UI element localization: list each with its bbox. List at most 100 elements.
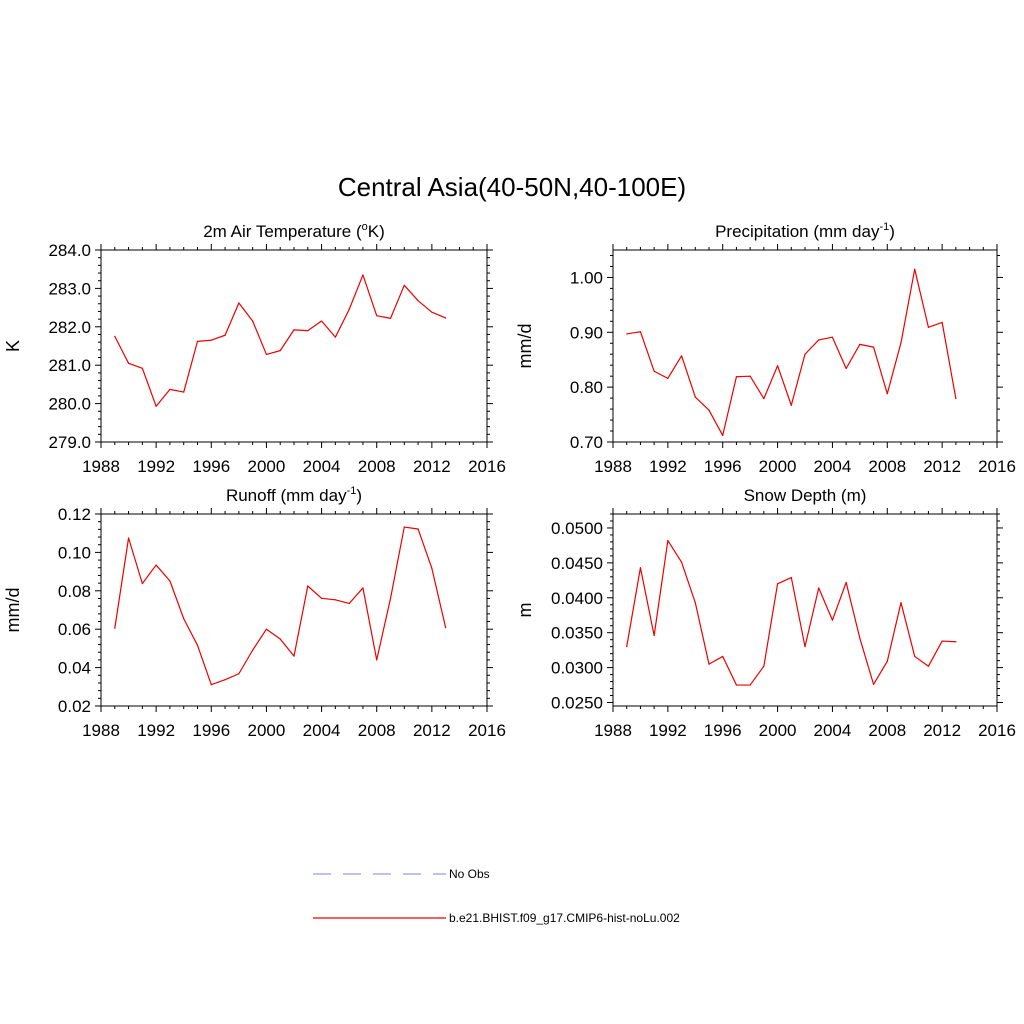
x-tick-label: 1992: [137, 721, 175, 740]
data-point: [941, 321, 943, 324]
data-point: [735, 376, 738, 378]
x-tick-label: 2000: [759, 457, 797, 476]
data-point: [431, 567, 433, 569]
data-point: [403, 284, 405, 286]
data-point: [872, 683, 875, 685]
y-tick-label: 0.04: [58, 659, 91, 678]
data-point: [804, 353, 806, 355]
panel-title: Precipitation (mm day-1): [715, 221, 895, 241]
data-point: [238, 673, 240, 675]
x-tick-label: 2012: [413, 721, 451, 740]
panel-title-suffix: ): [889, 222, 895, 241]
data-point: [941, 640, 943, 642]
y-tick-label: 281.0: [48, 356, 91, 375]
panel-title-text: Runoff (mm day: [226, 486, 347, 505]
data-point: [886, 393, 888, 395]
panel-title-superscript: o: [362, 221, 368, 233]
data-point: [927, 665, 930, 667]
x-tick-label: 1996: [192, 457, 230, 476]
x-tick-label: 1996: [704, 457, 742, 476]
data-point: [694, 396, 696, 398]
legend-label: No Obs: [449, 867, 490, 881]
data-point: [279, 350, 281, 352]
y-tick-label: 279.0: [48, 433, 91, 452]
data-point: [776, 365, 779, 367]
data-point: [749, 684, 751, 686]
data-point: [141, 582, 143, 585]
data-point: [680, 561, 683, 563]
data-point: [790, 576, 792, 579]
y-axis-label: mm/d: [3, 588, 23, 633]
x-tick-label: 2008: [868, 721, 906, 740]
legend: No Obs b.e21.BHIST.f09_g17.CMIP6-hist-noL…: [313, 867, 680, 925]
data-point: [776, 583, 779, 585]
data-point: [320, 320, 323, 322]
data-point: [307, 330, 309, 332]
panel-title-superscript: -1: [347, 485, 357, 497]
data-point: [293, 655, 295, 657]
data-point: [763, 665, 765, 667]
data-point: [334, 599, 336, 601]
data-point: [279, 638, 281, 640]
y-tick-label: 284.0: [48, 241, 91, 260]
data-point: [653, 634, 655, 637]
data-point: [348, 308, 350, 311]
x-tick-label: 1996: [192, 721, 230, 740]
y-axis-label: m: [515, 603, 535, 618]
panel-title: 2m Air Temperature (oK): [203, 221, 385, 241]
data-point: [667, 377, 669, 379]
data-point: [183, 618, 185, 620]
data-point: [252, 649, 254, 651]
data-point: [900, 602, 902, 604]
data-point: [927, 326, 930, 328]
data-point: [114, 335, 116, 337]
data-point: [224, 334, 226, 336]
data-point: [859, 343, 861, 345]
panels: 1988 1992 1996 2000 2004 2008 2012 2016 279.0 280…: [3, 221, 1016, 740]
legend-item: No Obs: [313, 867, 490, 881]
data-point: [735, 684, 738, 686]
y-tick-label: 0.0500: [551, 519, 603, 538]
legend-label: b.e21.BHIST.f09_g17.CMIP6-hist-noLu.002: [449, 911, 680, 925]
data-point: [389, 317, 392, 319]
data-point: [831, 336, 834, 338]
data-point: [914, 268, 916, 270]
y-tick-label: 280.0: [48, 395, 91, 414]
data-point: [210, 339, 212, 341]
data-point: [307, 585, 309, 587]
x-tick-label: 2008: [868, 457, 906, 476]
x-tick-label: 2000: [759, 721, 797, 740]
data-point: [293, 329, 295, 331]
data-point: [348, 602, 350, 605]
x-tick-label: 2004: [814, 457, 852, 476]
panel-title-text: Precipitation (mm day: [715, 222, 880, 241]
data-point: [818, 339, 820, 341]
y-axis-label: K: [3, 340, 23, 352]
legend-item: b.e21.BHIST.f09_g17.CMIP6-hist-noLu.002: [313, 911, 680, 925]
data-point: [265, 353, 268, 356]
data-point: [169, 388, 171, 390]
data-point: [831, 619, 834, 621]
x-tick-label: 2004: [303, 721, 341, 740]
data-point: [155, 564, 157, 566]
data-point: [845, 367, 847, 370]
data-point: [252, 320, 254, 322]
data-point: [694, 602, 696, 604]
data-point: [417, 528, 419, 530]
y-tick-label: 1.00: [570, 268, 603, 287]
y-tick-label: 282.0: [48, 318, 91, 337]
data-point: [886, 660, 888, 662]
data-point: [845, 581, 847, 584]
data-point: [210, 684, 212, 686]
data-point: [914, 655, 916, 658]
data-point: [127, 362, 130, 364]
x-tick-label: 1992: [649, 721, 687, 740]
y-tick-label: 0.10: [58, 543, 91, 562]
x-tick-label: 2012: [923, 721, 961, 740]
data-point: [790, 404, 792, 406]
x-tick-label: 2012: [923, 457, 961, 476]
chart-panel-4: 1988 1992 1996 2000 2004 2008 2012 2016 0.0250 0.…: [515, 486, 1016, 740]
x-tick-label: 1992: [137, 457, 175, 476]
data-point: [362, 587, 364, 589]
data-point: [955, 398, 957, 400]
